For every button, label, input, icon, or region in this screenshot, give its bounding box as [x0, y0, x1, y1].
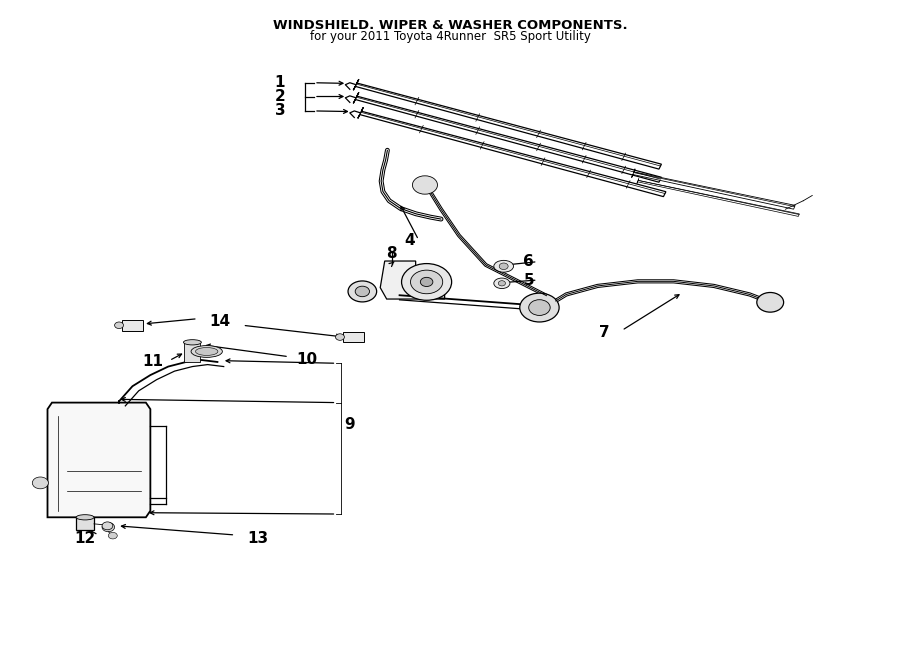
Circle shape: [420, 278, 433, 286]
Text: WINDSHIELD. WIPER & WASHER COMPONENTS.: WINDSHIELD. WIPER & WASHER COMPONENTS.: [273, 19, 627, 32]
Text: 1: 1: [274, 75, 285, 91]
Text: 4: 4: [404, 233, 415, 248]
Circle shape: [410, 270, 443, 293]
Polygon shape: [354, 79, 662, 169]
Circle shape: [356, 286, 370, 297]
Bar: [122, 320, 143, 330]
Polygon shape: [632, 169, 795, 209]
Polygon shape: [637, 178, 799, 216]
Circle shape: [520, 293, 559, 322]
Circle shape: [757, 292, 784, 312]
Text: for your 2011 Toyota 4Runner  SR5 Sport Utility: for your 2011 Toyota 4Runner SR5 Sport U…: [310, 30, 590, 44]
Circle shape: [499, 281, 506, 286]
Ellipse shape: [195, 348, 218, 356]
Polygon shape: [48, 403, 150, 518]
Text: 12: 12: [75, 531, 95, 546]
Circle shape: [108, 532, 117, 539]
Ellipse shape: [494, 260, 514, 272]
Circle shape: [412, 176, 437, 194]
Text: 13: 13: [248, 531, 268, 546]
Text: 7: 7: [598, 325, 609, 340]
Bar: [184, 342, 201, 362]
Ellipse shape: [191, 346, 222, 358]
Polygon shape: [358, 107, 666, 196]
Text: 14: 14: [210, 315, 230, 329]
Circle shape: [102, 523, 114, 531]
Circle shape: [32, 477, 49, 488]
Polygon shape: [354, 93, 662, 182]
Circle shape: [348, 281, 377, 302]
Ellipse shape: [184, 340, 202, 345]
Text: 9: 9: [345, 416, 356, 432]
Text: 10: 10: [296, 352, 318, 368]
Polygon shape: [380, 261, 445, 299]
Text: 8: 8: [386, 247, 397, 261]
Text: 5: 5: [524, 272, 534, 288]
Circle shape: [401, 264, 452, 300]
Text: 2: 2: [274, 89, 285, 104]
Ellipse shape: [494, 278, 510, 289]
Text: 6: 6: [523, 254, 534, 269]
Circle shape: [102, 522, 112, 529]
Bar: [343, 332, 364, 342]
Circle shape: [114, 322, 123, 329]
Text: 3: 3: [274, 102, 285, 118]
Circle shape: [500, 263, 508, 270]
Bar: [76, 518, 94, 530]
Text: 11: 11: [142, 354, 164, 369]
Circle shape: [336, 334, 345, 340]
Circle shape: [528, 299, 550, 315]
Ellipse shape: [76, 515, 94, 520]
